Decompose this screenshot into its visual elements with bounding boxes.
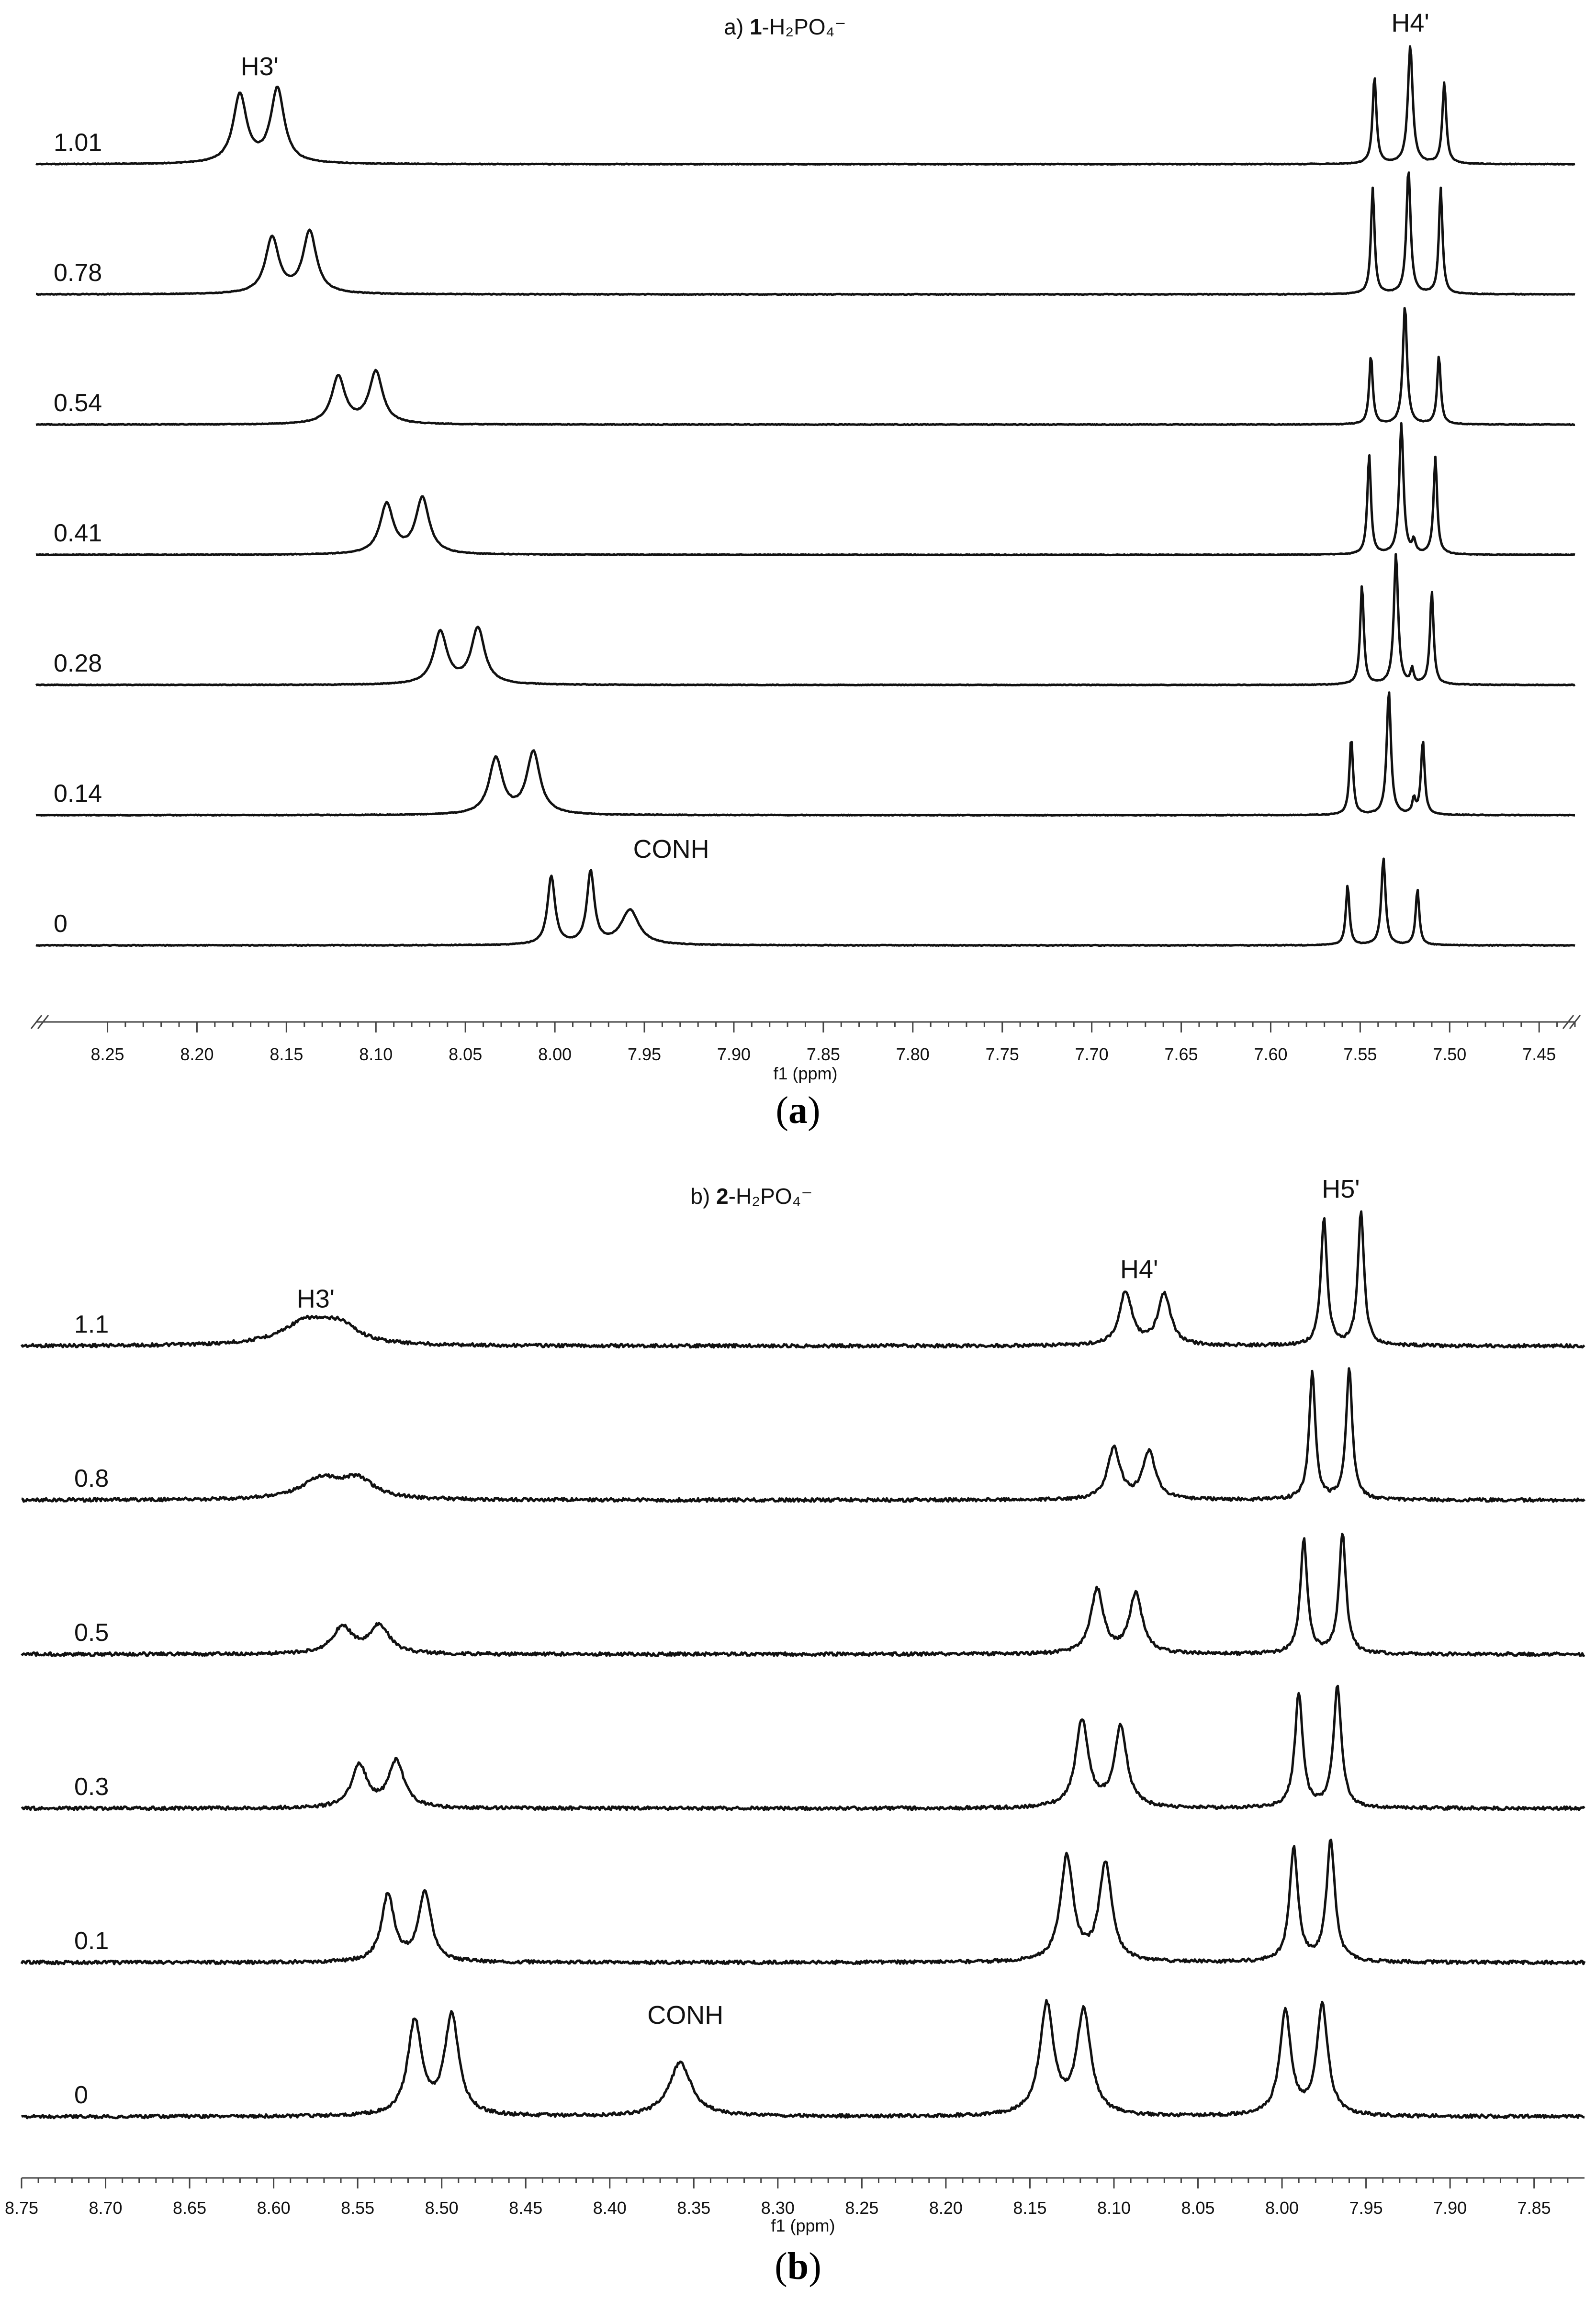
caption-close: ) <box>809 2245 821 2288</box>
spectrum-trace-0.54 <box>35 307 1575 426</box>
peak-label: H3' <box>297 1285 335 1313</box>
equivalents-label: 1.01 <box>54 129 102 157</box>
title-compound: 1 <box>750 14 762 39</box>
caption-close: ) <box>808 1089 820 1132</box>
x-tick-label: 8.10 <box>1097 2198 1131 2218</box>
title-anion: -H₂PO₄⁻ <box>762 14 846 39</box>
spectrum-trace-0 <box>21 1998 1585 2120</box>
equivalents-label: 0.3 <box>74 1773 109 1801</box>
x-tick-label: 8.30 <box>761 2198 795 2218</box>
x-tick-label: 8.50 <box>425 2198 459 2218</box>
x-tick-label: 7.60 <box>1254 1044 1287 1064</box>
x-tick-label: 8.45 <box>509 2198 542 2218</box>
equivalents-label: 0.8 <box>74 1465 109 1492</box>
peak-label: CONH <box>647 2001 723 2030</box>
x-tick-label: 8.20 <box>180 1044 214 1064</box>
x-tick-label: 7.50 <box>1433 1044 1466 1064</box>
x-tick-label: 7.85 <box>807 1044 840 1064</box>
axis-break-mark <box>1562 1015 1574 1029</box>
x-tick-label: 8.25 <box>845 2198 878 2218</box>
equivalents-label: 0.54 <box>54 389 102 417</box>
spectrum-trace-0.28 <box>35 553 1576 687</box>
x-tick-label: 7.95 <box>628 1044 661 1064</box>
spectrum-trace-0.41 <box>35 422 1575 557</box>
axis-break-mark <box>30 1015 43 1029</box>
x-tick-label: 7.80 <box>896 1044 930 1064</box>
peak-label: CONH <box>633 835 709 864</box>
equivalents-label: 0 <box>54 910 67 938</box>
equivalents-label: 0.28 <box>54 650 102 677</box>
peak-label: H4' <box>1391 9 1429 37</box>
title-anion: -H₂PO₄⁻ <box>729 1184 813 1209</box>
peak-label: H3' <box>241 52 279 81</box>
x-tick-label: 8.60 <box>257 2198 291 2218</box>
x-tick-label: 8.00 <box>538 1044 572 1064</box>
caption-letter: a <box>788 1089 808 1132</box>
spectrum-trace-0.78 <box>35 171 1575 296</box>
peak-label: H5' <box>1322 1175 1360 1203</box>
x-tick-label: 8.25 <box>90 1044 124 1064</box>
x-tick-label: 7.90 <box>1433 2198 1467 2218</box>
caption-letter: b <box>787 2245 809 2288</box>
spectra-panel-b: b) 2-H₂PO₄⁻ 1.1 0.8 0.5 0.3 0.1 0 H3' H4' H5' CONH… <box>5 1175 1586 2235</box>
x-axis-label: f1 (ppm) <box>773 1064 837 1083</box>
panel-title: b) 2-H₂PO₄⁻ <box>690 1184 812 1209</box>
x-tick-label: 8.40 <box>593 2198 627 2218</box>
spectrum-trace-0.1 <box>20 1839 1586 1965</box>
x-tick-label: 7.65 <box>1165 1044 1198 1064</box>
x-tick-label: 8.70 <box>89 2198 122 2218</box>
equivalents-label: 0 <box>74 2081 88 2109</box>
spectrum-trace-0.3 <box>21 1684 1585 1811</box>
title-prefix: a) <box>724 14 750 39</box>
equivalents-label: 0.78 <box>54 259 102 287</box>
equivalents-label: 0.14 <box>54 780 102 808</box>
panel-a-caption: (a) <box>0 1089 1596 1133</box>
spectrum-trace-1.1 <box>20 1210 1585 1349</box>
x-tick-label: 8.55 <box>341 2198 374 2218</box>
caption-open: ( <box>776 1089 788 1132</box>
x-tick-label: 7.45 <box>1522 1044 1556 1064</box>
equivalents-label: 0.41 <box>54 519 102 547</box>
x-tick-label: 8.65 <box>173 2198 206 2218</box>
title-prefix: b) <box>690 1184 716 1209</box>
spectrum-trace-1.01 <box>35 45 1575 166</box>
spectrum-trace-0 <box>35 857 1575 947</box>
equivalents-label: 0.1 <box>74 1927 109 1955</box>
axis-break-mark <box>37 1015 49 1029</box>
equivalents-label: 1.1 <box>74 1311 109 1338</box>
peak-label: H4' <box>1120 1255 1158 1284</box>
caption-open: ( <box>775 2245 787 2288</box>
x-tick-label: 8.20 <box>929 2198 963 2218</box>
x-tick-label: 8.05 <box>1181 2198 1214 2218</box>
panel-title: a) 1-H₂PO₄⁻ <box>724 14 846 39</box>
equivalents-label: 0.5 <box>74 1619 109 1647</box>
x-tick-label: 7.75 <box>986 1044 1019 1064</box>
x-tick-label: 8.35 <box>677 2198 710 2218</box>
x-tick-label: 7.55 <box>1343 1044 1377 1064</box>
x-tick-label: 7.70 <box>1075 1044 1109 1064</box>
x-tick-label: 8.15 <box>270 1044 303 1064</box>
title-compound: 2 <box>716 1184 729 1209</box>
x-tick-label: 8.00 <box>1265 2198 1299 2218</box>
spectrum-trace-0.8 <box>21 1367 1585 1503</box>
x-tick-label: 8.75 <box>5 2198 38 2218</box>
x-tick-label: 8.05 <box>449 1044 482 1064</box>
spectrum-trace-0.5 <box>21 1533 1585 1657</box>
spectra-panel-a: a) 1-H₂PO₄⁻ 1.01 0.78 0.54 0.41 0.28 0.14 0 H3' H… <box>30 9 1581 1083</box>
x-tick-label: 7.85 <box>1517 2198 1551 2218</box>
x-axis-label: f1 (ppm) <box>771 2216 835 2235</box>
panel-b-caption: (b) <box>0 2245 1596 2289</box>
x-tick-label: 7.90 <box>717 1044 751 1064</box>
x-tick-label: 7.95 <box>1349 2198 1383 2218</box>
x-tick-label: 8.10 <box>359 1044 393 1064</box>
spectrum-trace-0.14 <box>35 691 1575 817</box>
x-tick-label: 8.15 <box>1013 2198 1046 2218</box>
